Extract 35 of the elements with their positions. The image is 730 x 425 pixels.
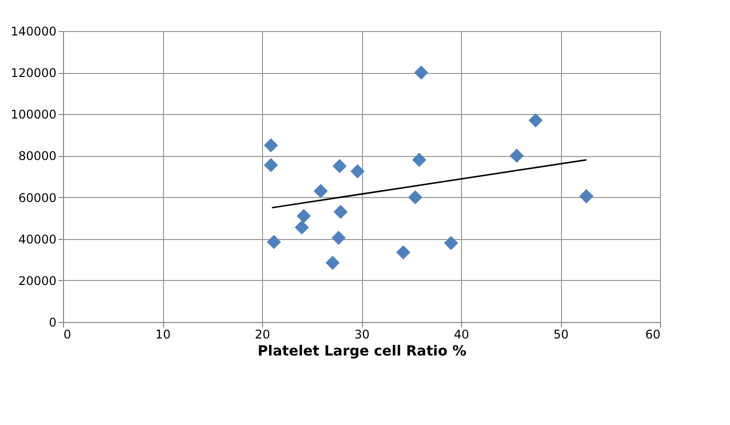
x-tick-label: 20 [254,328,270,342]
x-tick-label: 10 [155,328,171,342]
point [314,184,328,198]
y-tick-label: 40000 [18,232,56,246]
y-tick-label: 140000 [10,24,56,38]
point [332,159,347,174]
x-axis-title: Platelet Large cell Ratio % [258,344,466,360]
point [510,148,524,163]
point [414,66,428,80]
x-tick-label: 30 [354,328,370,342]
point [334,204,348,219]
x-tick-label: 50 [553,328,569,342]
point [579,189,594,204]
x-tick-label: 0 [64,328,72,342]
point [332,230,346,245]
point [350,164,365,178]
point [412,152,426,167]
y-tick-label: 0 [48,316,56,330]
y-tick-label: 100000 [10,108,56,122]
point [266,234,282,250]
point [528,113,543,128]
y-tick-label: 20000 [18,274,56,288]
point [264,158,278,172]
point [294,220,309,234]
y-tick-label: 60000 [18,190,56,205]
point [396,245,410,260]
x-tick-label: 40 [454,328,470,342]
point [326,256,340,270]
y-tick-label: 120000 [10,66,56,80]
x-tick-label: 60 [645,328,660,342]
point [408,190,422,204]
point [444,236,458,250]
y-tick-label: 80000 [18,149,56,164]
point [296,208,311,224]
point [264,138,278,152]
